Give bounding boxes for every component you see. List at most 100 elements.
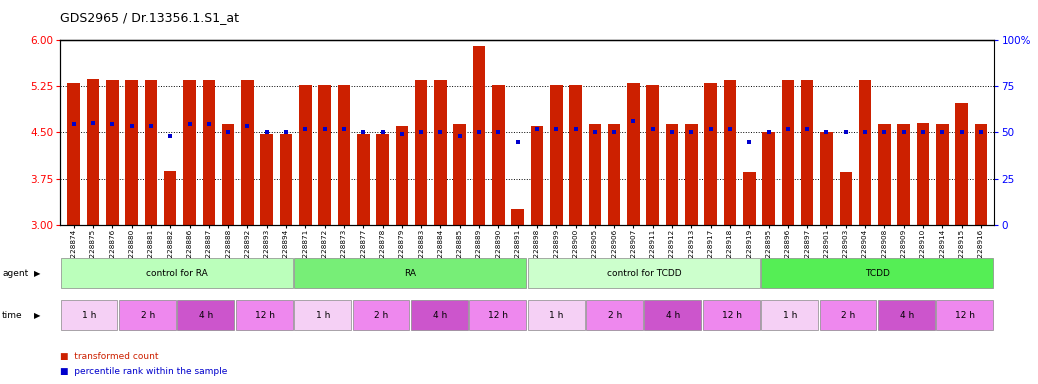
Bar <box>106 79 118 225</box>
Bar <box>530 126 543 225</box>
Bar <box>144 80 157 225</box>
Bar <box>67 83 80 225</box>
Bar <box>434 80 446 225</box>
Bar <box>353 300 409 331</box>
Bar <box>299 85 311 225</box>
Text: 1 h: 1 h <box>783 311 797 320</box>
Point <box>124 123 140 129</box>
Point <box>471 129 488 136</box>
Text: RA: RA <box>405 268 416 278</box>
Text: 1 h: 1 h <box>82 311 97 320</box>
Bar <box>454 124 466 225</box>
Bar <box>294 258 526 288</box>
Bar <box>87 79 100 225</box>
Point <box>490 129 507 136</box>
Point <box>799 126 816 132</box>
Point <box>896 129 912 136</box>
Bar <box>685 124 698 225</box>
Point <box>703 126 719 132</box>
Bar <box>415 80 428 225</box>
Bar <box>512 209 524 225</box>
Point <box>182 121 198 127</box>
Bar <box>569 84 582 225</box>
Point <box>606 129 623 136</box>
Bar <box>665 124 679 225</box>
Point <box>625 118 641 124</box>
Text: control for TCDD: control for TCDD <box>607 268 681 278</box>
Text: agent: agent <box>2 268 28 278</box>
Point <box>258 129 275 136</box>
Bar <box>975 124 987 225</box>
Text: ■  percentile rank within the sample: ■ percentile rank within the sample <box>60 367 227 376</box>
Point <box>876 129 893 136</box>
Bar <box>782 79 794 225</box>
Bar <box>762 132 774 225</box>
Bar <box>60 300 117 331</box>
Point <box>818 129 835 136</box>
Point <box>760 129 776 136</box>
Point <box>297 126 313 132</box>
Text: ■  transformed count: ■ transformed count <box>60 352 159 361</box>
Bar <box>761 258 993 288</box>
Text: 2 h: 2 h <box>375 311 388 320</box>
Point <box>200 121 217 127</box>
Point <box>162 132 179 139</box>
Bar <box>337 84 350 225</box>
Point <box>220 129 237 136</box>
Text: 2 h: 2 h <box>842 311 855 320</box>
Bar <box>177 300 235 331</box>
Bar <box>119 300 175 331</box>
Bar <box>586 300 643 331</box>
Point <box>856 129 873 136</box>
Text: 2 h: 2 h <box>608 311 622 320</box>
Bar <box>395 126 408 225</box>
Bar <box>703 300 760 331</box>
Point <box>721 126 738 132</box>
Bar <box>801 79 814 225</box>
Bar <box>858 79 871 225</box>
Bar <box>357 134 370 225</box>
Point <box>953 129 969 136</box>
Text: 1 h: 1 h <box>549 311 564 320</box>
Point <box>914 129 931 136</box>
Bar <box>527 300 584 331</box>
Bar <box>705 83 717 225</box>
Bar <box>411 300 468 331</box>
Bar <box>820 132 832 225</box>
Bar <box>820 300 876 331</box>
Text: ▶: ▶ <box>34 311 40 320</box>
Bar <box>184 79 196 225</box>
Point <box>741 139 758 145</box>
Text: GDS2965 / Dr.13356.1.S1_at: GDS2965 / Dr.13356.1.S1_at <box>60 12 239 25</box>
Bar <box>878 300 935 331</box>
Text: time: time <box>2 311 23 320</box>
Bar <box>222 124 235 225</box>
Bar <box>917 123 929 225</box>
Bar <box>294 300 351 331</box>
Text: 12 h: 12 h <box>721 311 742 320</box>
Text: 4 h: 4 h <box>433 311 446 320</box>
Bar <box>723 79 736 225</box>
Bar <box>236 300 293 331</box>
Bar <box>608 124 621 225</box>
Text: 4 h: 4 h <box>199 311 213 320</box>
Text: ▶: ▶ <box>34 268 40 278</box>
Text: control for RA: control for RA <box>146 268 208 278</box>
Bar <box>60 258 293 288</box>
Point <box>973 129 989 136</box>
Point <box>663 129 680 136</box>
Bar <box>202 79 215 225</box>
Bar <box>840 172 852 225</box>
Point <box>239 123 255 129</box>
Point <box>393 131 410 137</box>
Text: 12 h: 12 h <box>955 311 976 320</box>
Point <box>413 129 430 136</box>
Bar <box>472 46 486 225</box>
Point <box>780 126 796 132</box>
Point <box>567 126 583 132</box>
Bar <box>261 134 273 225</box>
Bar <box>527 258 760 288</box>
Point <box>335 126 352 132</box>
Bar <box>936 300 993 331</box>
Text: 2 h: 2 h <box>141 311 155 320</box>
